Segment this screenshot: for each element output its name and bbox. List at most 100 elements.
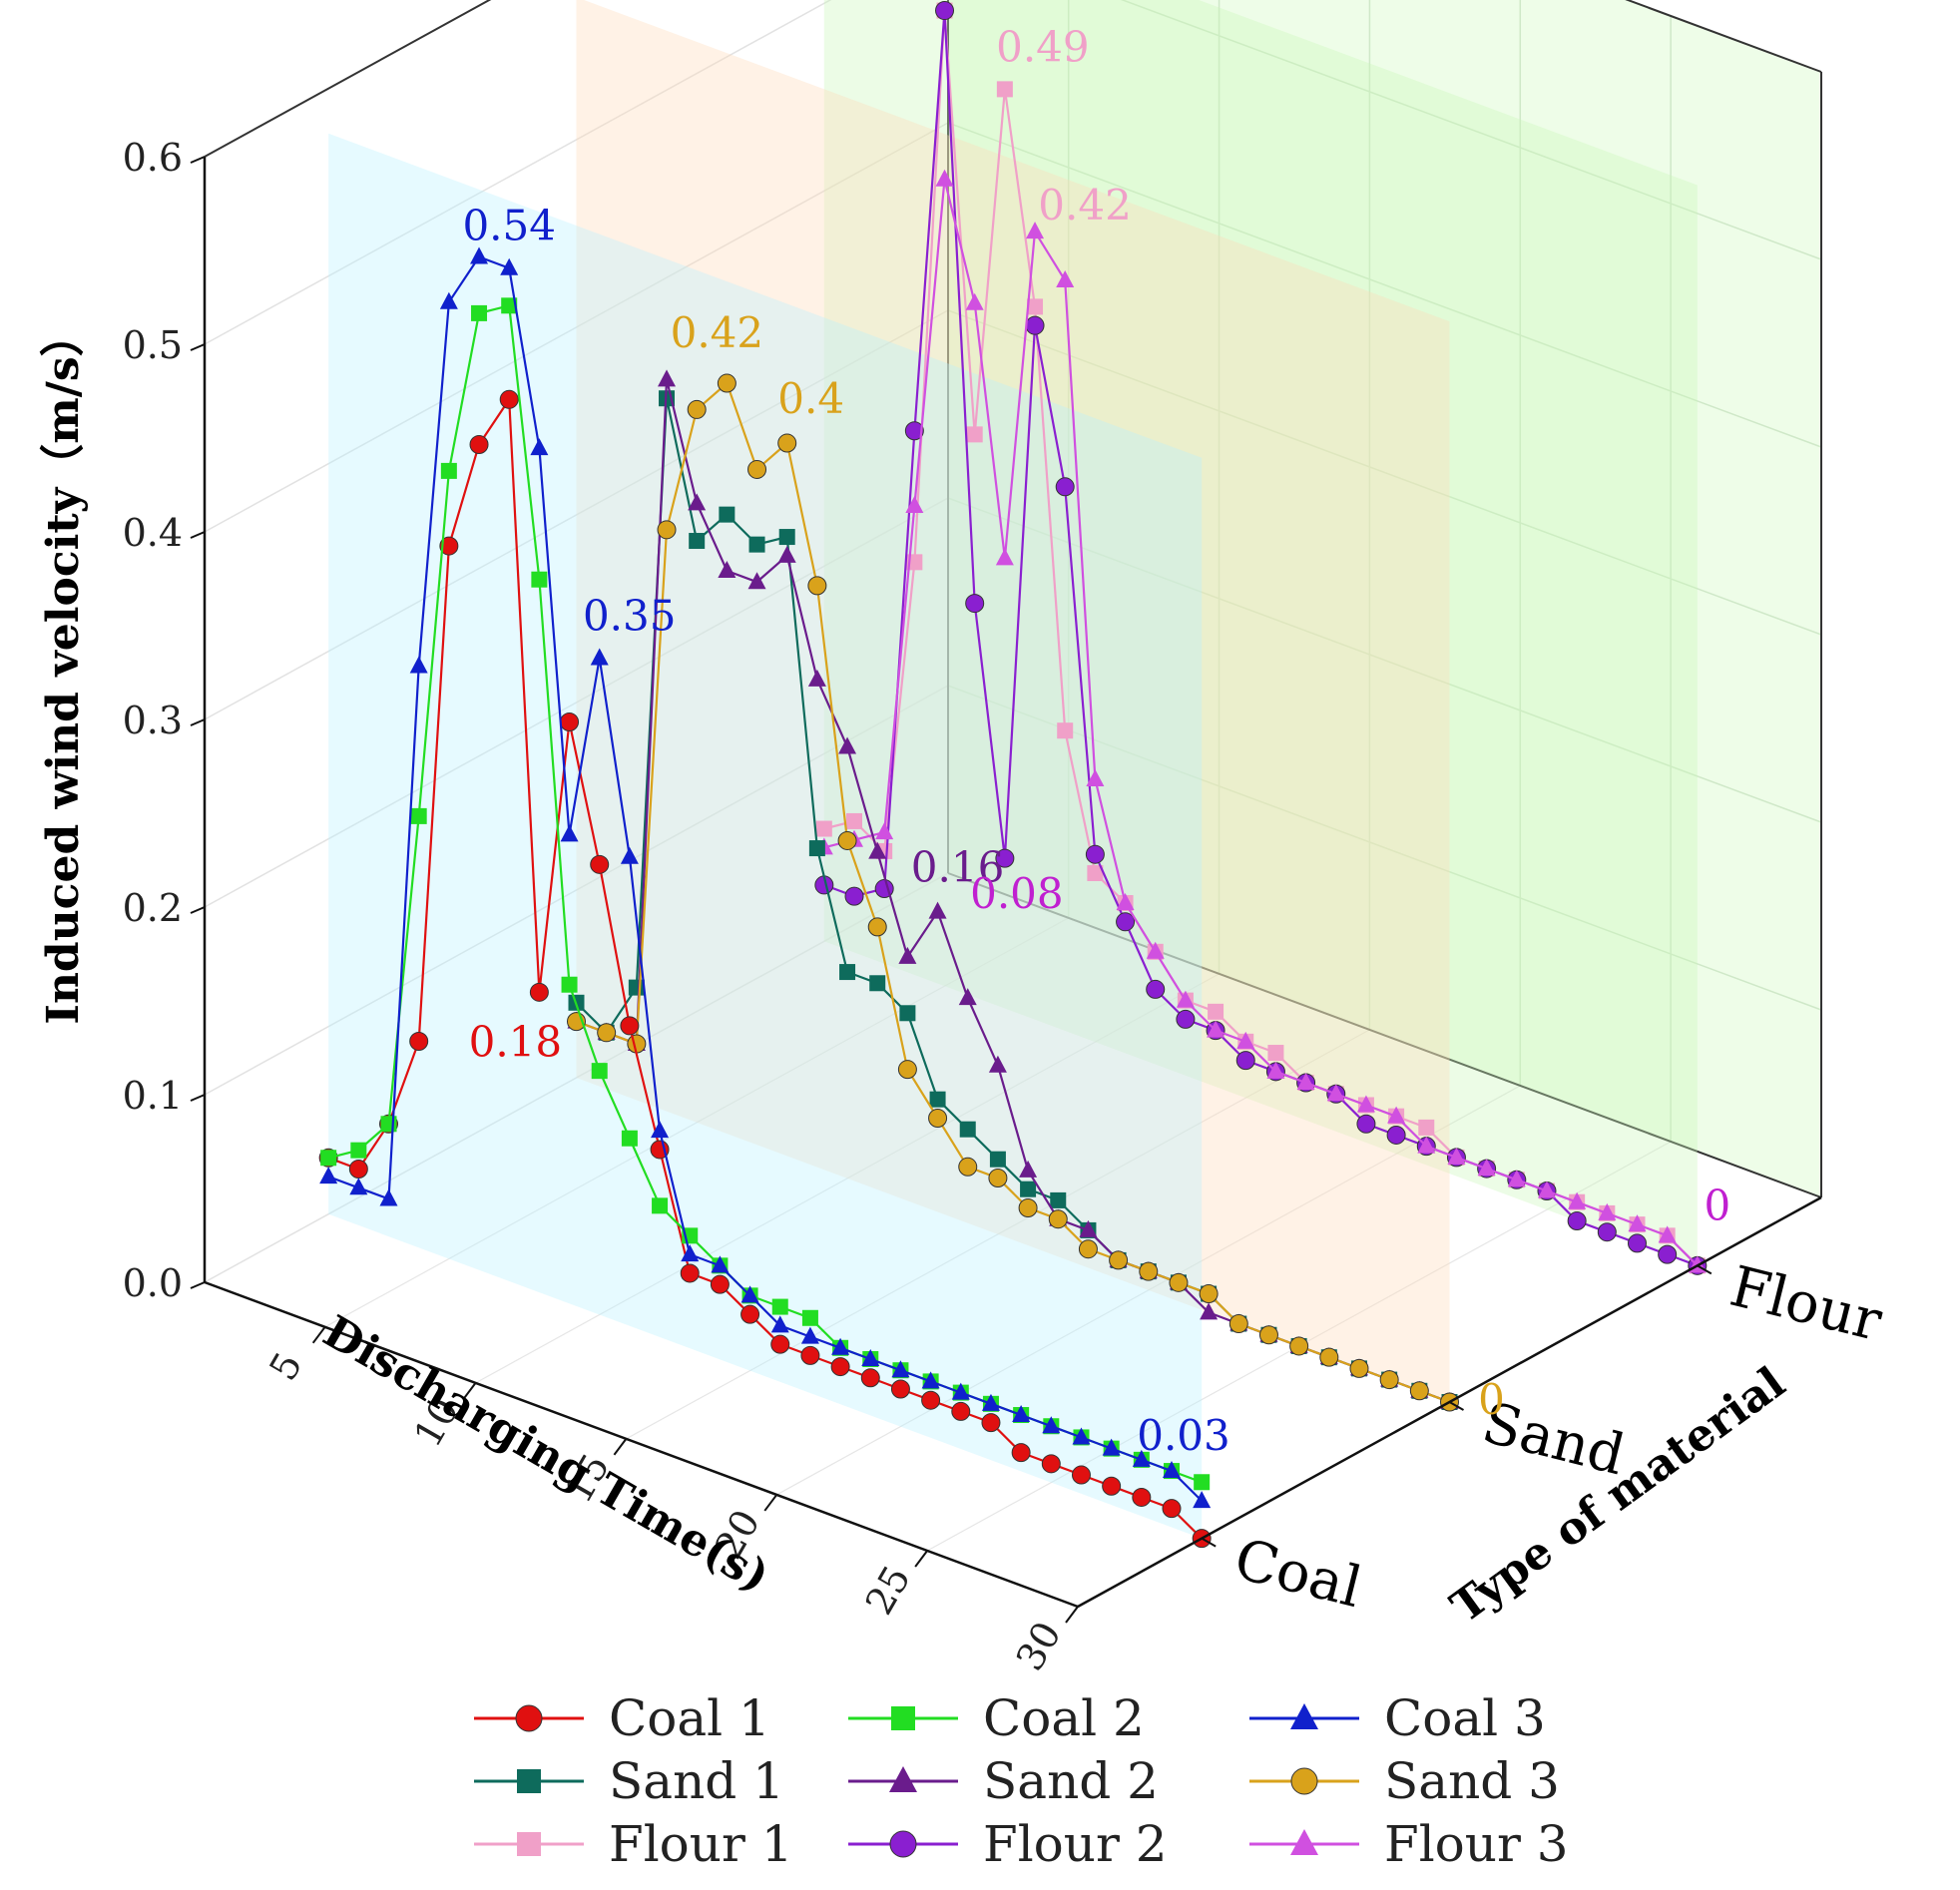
data-point xyxy=(1567,1211,1587,1231)
data-point xyxy=(981,1413,1001,1433)
data-point xyxy=(860,1368,880,1388)
data-point xyxy=(1072,1427,1091,1445)
data-point xyxy=(898,946,917,964)
data-point xyxy=(652,1197,669,1214)
data-point xyxy=(1087,864,1104,881)
data-point xyxy=(501,297,518,314)
box-edge xyxy=(1625,0,1822,73)
category-label: Coal xyxy=(1228,1527,1368,1621)
y-tick xyxy=(190,343,206,351)
box-edge xyxy=(947,872,1822,1198)
legend-marker xyxy=(1290,1767,1318,1795)
data-point xyxy=(777,433,797,453)
y-tick xyxy=(190,1094,206,1102)
data-point xyxy=(1169,1272,1189,1292)
data-point xyxy=(831,1337,850,1355)
data-point xyxy=(1116,893,1135,911)
value-annotation: 0.4 xyxy=(777,374,844,423)
legend-label: Sand 1 xyxy=(609,1752,784,1810)
data-point xyxy=(560,712,580,732)
data-point xyxy=(1627,1233,1647,1253)
data-point xyxy=(1079,1219,1098,1237)
data-point xyxy=(620,846,639,864)
data-point xyxy=(1289,1336,1309,1356)
gridline-floor xyxy=(775,1085,1521,1496)
data-point xyxy=(1194,1474,1211,1491)
gridline-left-h xyxy=(204,0,832,345)
data-point xyxy=(815,820,832,837)
data-point xyxy=(1176,990,1195,1008)
series-flour-3 xyxy=(814,169,1707,1273)
value-annotation: 0.49 xyxy=(996,22,1090,71)
data-point xyxy=(718,561,736,579)
z-tick xyxy=(1201,1537,1217,1548)
data-point xyxy=(717,373,736,393)
data-point xyxy=(988,1055,1007,1073)
y-tick-label: 0.6 xyxy=(123,136,183,180)
data-point xyxy=(1386,1125,1406,1145)
data-point xyxy=(349,1178,368,1195)
data-point xyxy=(348,1159,368,1179)
gridline-floor xyxy=(324,917,1069,1328)
gridline-left-h xyxy=(204,122,949,533)
data-point xyxy=(844,886,864,906)
data-point xyxy=(1628,1214,1647,1232)
data-point xyxy=(499,389,519,409)
data-point xyxy=(875,822,894,840)
data-point xyxy=(861,1348,880,1366)
legend-marker xyxy=(889,1830,917,1858)
data-point xyxy=(379,1188,398,1206)
y-tick-label: 0.1 xyxy=(123,1074,183,1118)
data-point xyxy=(1235,1051,1255,1071)
gridline-left-h xyxy=(204,685,949,1096)
value-annotation: 0.16 xyxy=(911,843,1005,892)
legend-marker xyxy=(517,1769,541,1793)
data-point xyxy=(1086,768,1105,786)
data-point xyxy=(1018,1198,1038,1218)
floor-plane xyxy=(205,873,1821,1607)
legend-item: Flour 3 xyxy=(1249,1815,1569,1873)
data-point xyxy=(1057,722,1074,739)
y-tick-label: 0.5 xyxy=(123,323,183,367)
x-tick xyxy=(613,1438,628,1456)
legend-item: Coal 3 xyxy=(1249,1689,1546,1747)
data-point xyxy=(1176,1009,1196,1029)
data-point xyxy=(921,1371,940,1389)
data-point xyxy=(989,1151,1006,1168)
data-point xyxy=(1146,979,1166,999)
data-point xyxy=(319,1167,338,1184)
data-point xyxy=(470,246,489,264)
data-point xyxy=(560,824,579,842)
data-point xyxy=(1266,1061,1285,1079)
data-point xyxy=(409,1031,429,1051)
data-point xyxy=(996,81,1013,98)
data-point xyxy=(620,1016,640,1036)
data-point xyxy=(1207,1020,1225,1038)
data-point xyxy=(1228,1314,1248,1334)
data-point xyxy=(951,1382,970,1400)
series-sand-3 xyxy=(567,373,1459,1412)
gridline-back-h xyxy=(1120,0,1822,260)
legend-item: Flour 2 xyxy=(848,1815,1168,1873)
data-point xyxy=(710,1274,730,1294)
data-point xyxy=(1477,1159,1496,1177)
legend-marker xyxy=(889,1766,917,1792)
data-point xyxy=(867,917,887,937)
data-point xyxy=(1349,1358,1369,1378)
x-tick xyxy=(462,1382,477,1400)
plane-flour xyxy=(823,0,1698,1266)
data-point xyxy=(1139,1261,1159,1281)
data-point xyxy=(846,812,863,829)
legend-item: Sand 3 xyxy=(1249,1752,1560,1810)
data-point xyxy=(800,1326,819,1344)
data-point xyxy=(748,536,765,553)
data-point xyxy=(1326,1084,1345,1102)
data-point xyxy=(681,1244,700,1262)
data-point xyxy=(1102,1476,1122,1496)
data-point xyxy=(1011,1443,1031,1463)
box-edge xyxy=(204,0,492,158)
data-point xyxy=(687,399,707,419)
axis-line xyxy=(204,1280,1079,1609)
data-point xyxy=(1409,1381,1429,1401)
